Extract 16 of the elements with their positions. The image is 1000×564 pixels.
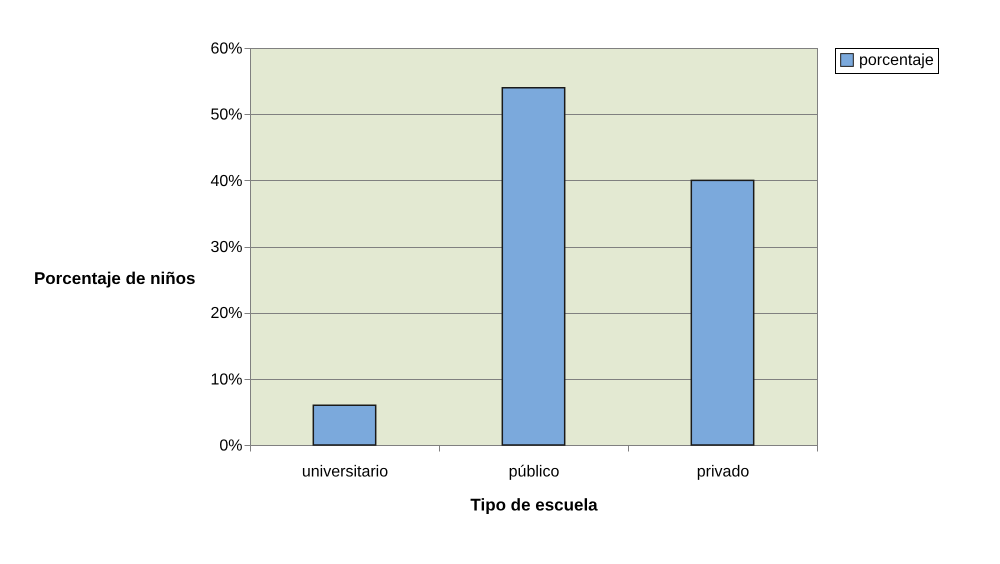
y-tick-label: 30%: [210, 239, 242, 256]
bar: [312, 404, 376, 446]
x-tick-label: público: [508, 464, 560, 480]
x-tick-label: privado: [696, 464, 750, 480]
y-tick-label: 20%: [210, 305, 242, 322]
y-tick-label: 0%: [219, 438, 242, 454]
y-tick-label: 60%: [210, 40, 242, 58]
y-tick-label: 40%: [210, 172, 242, 190]
bar: [502, 86, 566, 446]
legend-label: porcentaje: [859, 52, 934, 69]
y-tick-label: 50%: [210, 106, 242, 124]
y-tick-label: 10%: [210, 371, 242, 388]
x-axis-title: Tipo de escuela: [470, 496, 598, 514]
y-axis-title: Porcentaje de niños: [34, 268, 196, 288]
x-tick-label: universitario: [302, 464, 388, 480]
bar: [690, 180, 754, 446]
